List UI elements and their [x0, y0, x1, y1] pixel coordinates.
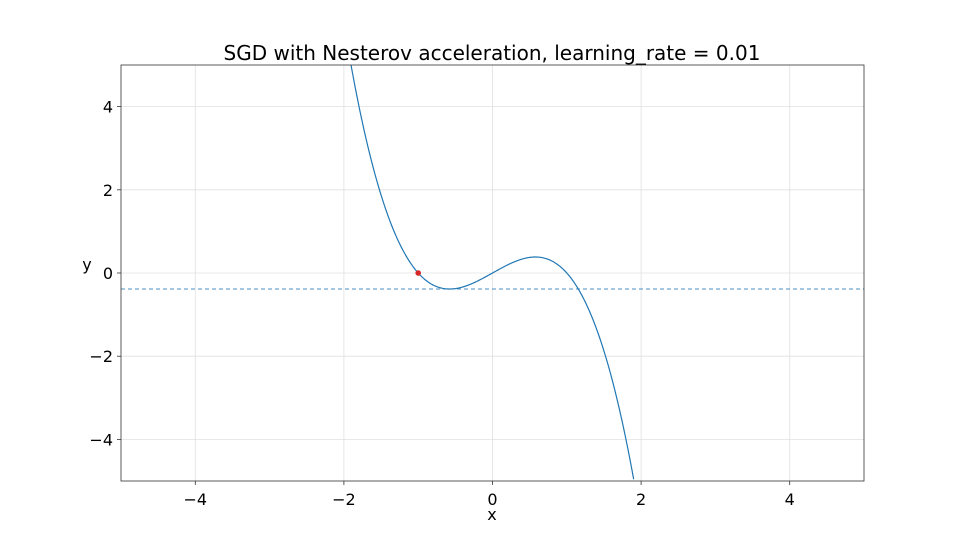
chart-title: SGD with Nesterov acceleration, learning… [224, 41, 761, 65]
x-tick-label: 0 [487, 490, 497, 509]
x-axis-label: x [487, 505, 496, 524]
x-tick-label: −2 [332, 490, 356, 509]
ticks: −4 −2 0 2 4 −4 −2 0 2 4 [89, 98, 794, 509]
x-tick-label: 4 [785, 490, 795, 509]
function-curve [350, 65, 635, 480]
y-tick-label: 4 [103, 98, 113, 117]
grid [121, 65, 864, 481]
y-tick-label: 0 [103, 264, 113, 283]
x-tick-label: −4 [184, 490, 208, 509]
plot-content [121, 65, 864, 480]
y-tick-label: 2 [103, 181, 113, 200]
y-tick-label: −4 [89, 430, 113, 449]
y-axis-label: y [82, 255, 91, 274]
y-tick-label: −2 [89, 347, 113, 366]
x-tick-label: 2 [636, 490, 646, 509]
current-point-marker [415, 270, 422, 276]
